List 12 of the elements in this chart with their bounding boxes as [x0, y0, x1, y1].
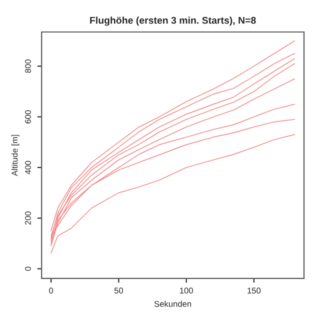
y-axis-title: Altitude [m] — [11, 134, 20, 176]
x-tick-label: 50 — [114, 288, 124, 294]
x-tick-label: 150 — [248, 288, 261, 294]
y-tick-label: 0 — [25, 266, 31, 271]
y-tick-label: 400 — [25, 160, 31, 174]
chart-title: Flughöhe (ersten 3 min. Starts), N=8 — [90, 16, 256, 26]
x-axis-title: Sekunden — [154, 300, 192, 307]
x-tick-label: 100 — [180, 288, 193, 294]
y-tick-label: 200 — [25, 212, 31, 225]
x-tick-label: 0 — [49, 288, 54, 294]
y-tick-label: 800 — [25, 60, 31, 73]
y-tick-label: 600 — [25, 110, 31, 124]
